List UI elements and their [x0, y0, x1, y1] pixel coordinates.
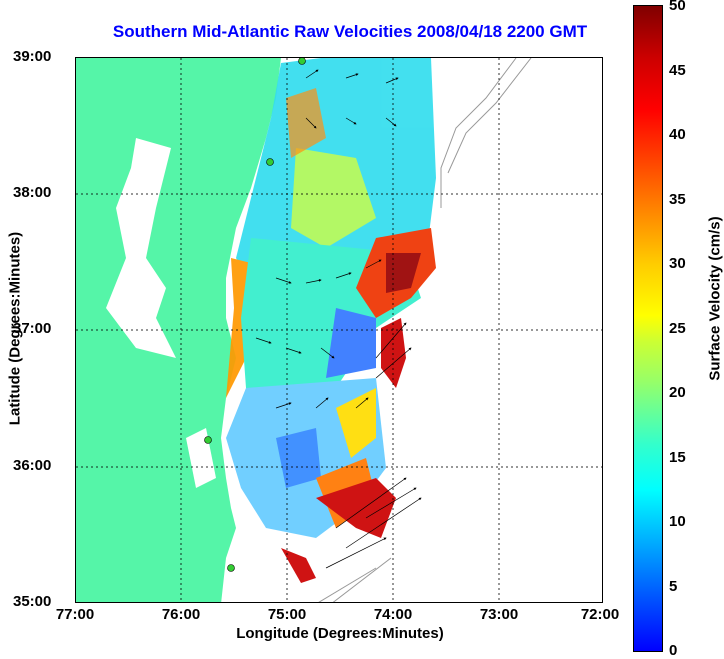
x-tick-label: 76:00 — [161, 606, 201, 623]
colorbar-tick: 25 — [669, 320, 686, 337]
grid-lines — [76, 58, 602, 602]
colorbar-tick: 35 — [669, 191, 686, 208]
colorbar-tick: 20 — [669, 384, 686, 401]
colorbar-tick: 15 — [669, 449, 686, 466]
x-tick-label: 73:00 — [479, 606, 519, 623]
colorbar-tick: 0 — [669, 642, 678, 659]
colorbar — [633, 5, 663, 652]
y-tick-label: 38:00 — [13, 184, 52, 201]
y-axis-title: Latitude (Degrees:Minutes) — [6, 231, 24, 426]
colorbar-tick: 30 — [669, 255, 686, 272]
x-axis-title: Longitude (Degrees:Minutes) — [236, 625, 444, 642]
bathymetry-contours — [318, 58, 532, 602]
colorbar-tick: 10 — [669, 513, 686, 530]
x-tick-label: 74:00 — [373, 606, 413, 623]
map-title: Southern Mid-Atlantic Raw Velocities 200… — [112, 22, 588, 41]
velocity-field — [226, 58, 436, 583]
velocity-arrows — [255, 69, 422, 569]
y-tick-label: 36:00 — [13, 457, 52, 474]
y-tick-label: 39:00 — [13, 48, 52, 65]
y-tick-label: 35:00 — [13, 593, 52, 610]
colorbar-tick: 5 — [669, 578, 678, 595]
x-tick-label: 77:00 — [55, 606, 95, 623]
bay-water — [106, 138, 176, 358]
colorbar-title: Surface Velocity (cm/s) — [706, 216, 724, 381]
colorbar-tick: 45 — [669, 62, 686, 79]
colorbar-tick: 50 — [669, 0, 686, 14]
x-tick-label: 72:00 — [580, 606, 620, 623]
velocity-map — [75, 57, 603, 603]
y-tick-label: 37:00 — [13, 320, 52, 337]
radar-stations — [204, 58, 306, 572]
colorbar-tick: 40 — [669, 126, 686, 143]
x-tick-label: 75:00 — [267, 606, 307, 623]
